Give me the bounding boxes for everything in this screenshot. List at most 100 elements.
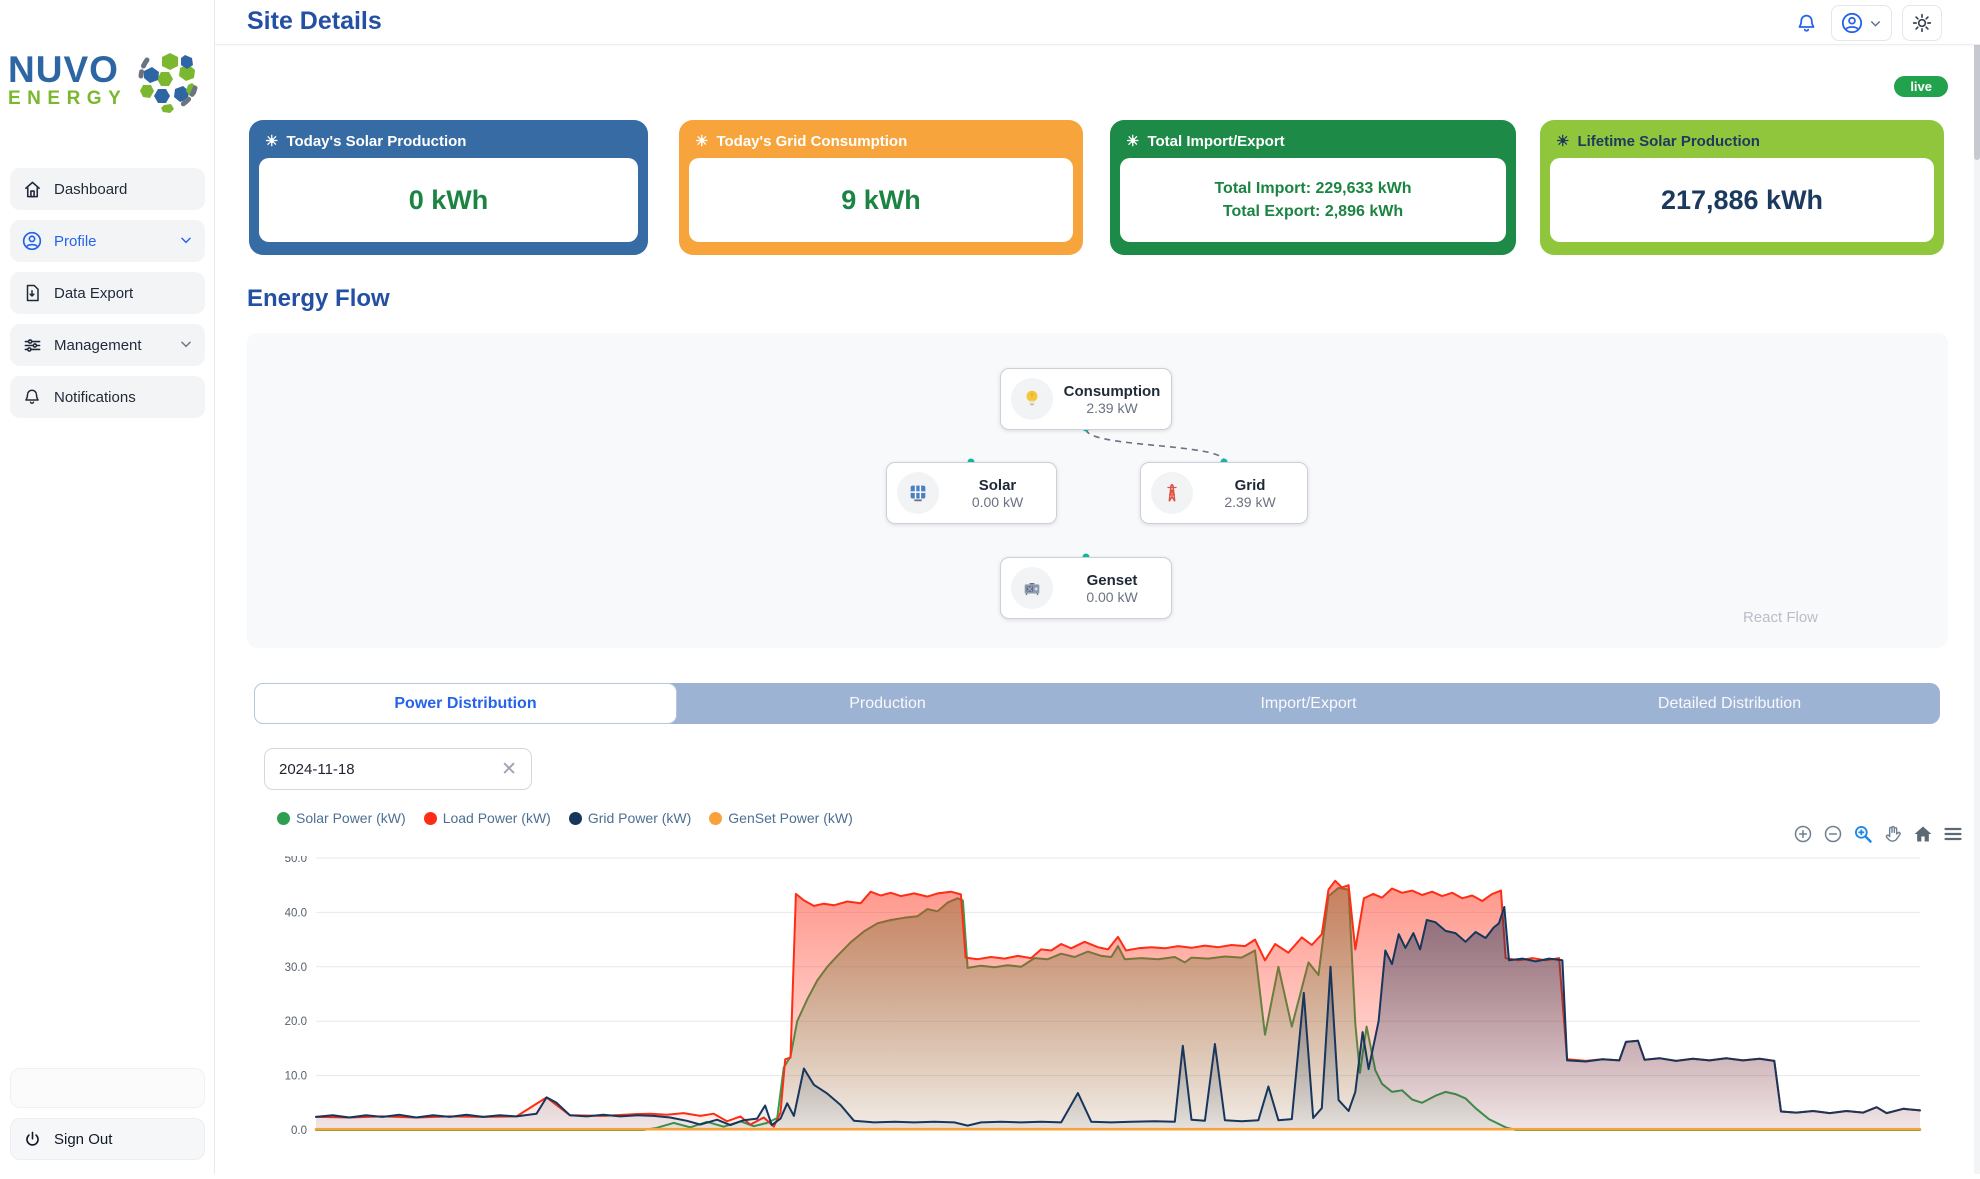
svg-text:20.0: 20.0 [285,1016,307,1028]
card-title: Lifetime Solar Production [1577,132,1760,150]
menu-icon[interactable] [1943,824,1963,844]
legend-label: Solar Power (kW) [296,810,406,826]
account-menu-button[interactable] [1831,5,1892,41]
zoom-in-icon[interactable] [1793,824,1813,844]
date-picker-input[interactable]: 2024-11-18 ✕ [264,748,532,790]
chart-toolbar [1793,824,1963,844]
sun-icon: ☀ [1556,133,1570,150]
card-lifetime-solar-production: ☀ Lifetime Solar Production 217,886 kWh [1540,120,1944,255]
legend-item[interactable]: Load Power (kW) [423,810,551,826]
transmission-tower-icon [1151,472,1193,514]
flow-node-grid[interactable]: Grid 2.39 kW [1140,462,1308,524]
sun-icon: ☀ [265,133,279,150]
legend-label: Grid Power (kW) [587,810,692,826]
total-export-value: Total Export: 2,896 kWh [1222,203,1404,220]
card-total-import-export: ☀ Total Import/Export Total Import: 229,6… [1110,120,1516,255]
power-distribution-chart[interactable]: 0.0 10.0 20.0 30.0 40.0 50.0 [268,853,1928,1174]
scrollbar-thumb[interactable] [1974,0,1980,160]
sign-out-button[interactable]: Sign Out [10,1118,205,1160]
legend-label: Load Power (kW) [442,810,551,826]
card-value: 9 kWh [841,184,921,215]
card-value: 0 kWh [408,184,489,215]
pan-icon[interactable] [1883,824,1903,844]
sidebar-item-label: Profile [54,232,97,250]
chart-legend: Solar Power (kW) Load Power (kW) Grid Powe… [277,810,853,826]
bell-icon [22,387,42,407]
sun-icon: ☀ [1126,133,1140,150]
flow-node-value: 2.39 kW [1086,399,1138,416]
legend-item[interactable]: Solar Power (kW) [277,810,406,826]
flow-node-consumption[interactable]: Consumption 2.39 kW [1000,368,1172,430]
main-content: Site Details li [215,0,1980,1174]
react-flow-watermark[interactable]: React Flow [1742,609,1818,626]
sidebar-item-label: Management [54,336,142,354]
theme-toggle-button[interactable] [1902,5,1942,41]
brand-name: NUVO [8,49,119,90]
tab-detailed-distribution[interactable]: Detailed Distribution [1657,694,1802,712]
bell-icon [1796,13,1817,34]
energy-flow-canvas[interactable]: Consumption 2.39 kW Solar 0.00 kW Grid 2… [247,333,1948,648]
card-todays-grid-consumption: ☀ Today's Grid Consumption 9 kWh [679,120,1083,255]
tab-import-export[interactable]: Import/Export [1260,694,1357,712]
user-icon [22,231,42,251]
sign-out-label: Sign Out [54,1130,113,1148]
solar-panel-icon [897,472,939,514]
lightbulb-icon [1011,378,1053,420]
legend-label: GenSet Power (kW) [728,810,853,826]
file-export-icon [22,283,42,303]
total-import-value: Total Import: 229,633 kWh [1214,180,1412,197]
svg-text:30.0: 30.0 [285,962,307,974]
card-title: Total Import/Export [1147,132,1285,150]
reset-zoom-home-icon[interactable] [1913,824,1933,844]
date-value: 2024-11-18 [279,760,355,778]
legend-marker [423,811,437,825]
legend-marker [277,811,290,825]
sidebar: NUVO ENERGY [0,0,215,1174]
flow-node-title: Solar [978,476,1017,494]
flow-node-solar[interactable]: Solar 0.00 kW [886,462,1057,524]
flow-node-value: 0.00 kW [1086,588,1138,605]
home-icon [22,179,42,199]
sliders-icon [22,335,42,355]
svg-text:0.0: 0.0 [291,1125,307,1137]
flow-node-value: 2.39 kW [1224,493,1276,510]
sidebar-item-profile[interactable]: Profile [10,220,205,262]
flow-node-value: 0.00 kW [971,493,1024,510]
brand-logo: NUVO ENERGY [6,48,211,128]
card-title: Today's Solar Production [286,132,467,150]
flow-node-title: Consumption [1063,382,1161,400]
legend-item[interactable]: GenSet Power (kW) [709,810,853,826]
flow-node-genset[interactable]: Genset 0.00 kW [1000,557,1172,619]
zoom-out-icon[interactable] [1823,824,1843,844]
notifications-button[interactable] [1792,5,1821,41]
brand-subname: ENERGY [8,88,128,109]
chevron-down-icon [179,337,193,356]
user-circle-icon [1841,12,1863,34]
sidebar-item-management[interactable]: Management [10,324,205,366]
selection-zoom-icon[interactable] [1853,824,1873,844]
svg-text:10.0: 10.0 [285,1071,307,1083]
sidebar-item-data-export[interactable]: Data Export [10,272,205,314]
live-status-badge: live [1894,76,1948,97]
sidebar-item-label: Notifications [54,388,136,406]
legend-marker [709,811,723,825]
sidebar-item-dashboard[interactable]: Dashboard [10,168,205,210]
sidebar-footer-spacer [10,1068,205,1108]
tab-power-distribution[interactable]: Power Distribution [254,683,677,724]
brand-text: NUVO ENERGY [8,49,128,110]
generator-icon [1011,567,1053,609]
chevron-down-icon [179,233,193,252]
sun-icon [1912,13,1932,33]
flow-node-title: Grid [1234,476,1266,494]
sidebar-item-label: Data Export [54,284,134,302]
sidebar-item-notifications[interactable]: Notifications [10,376,205,418]
flow-node-title: Genset [1086,571,1138,589]
tab-production[interactable]: Production [849,694,926,712]
legend-item[interactable]: Grid Power (kW) [568,810,692,826]
legend-marker [568,811,582,825]
svg-text:40.0: 40.0 [285,907,307,919]
clear-date-icon[interactable]: ✕ [501,758,517,780]
scrollbar-track[interactable] [1974,0,1980,1174]
card-title: Today's Grid Consumption [716,132,908,150]
sidebar-item-label: Dashboard [54,180,128,198]
